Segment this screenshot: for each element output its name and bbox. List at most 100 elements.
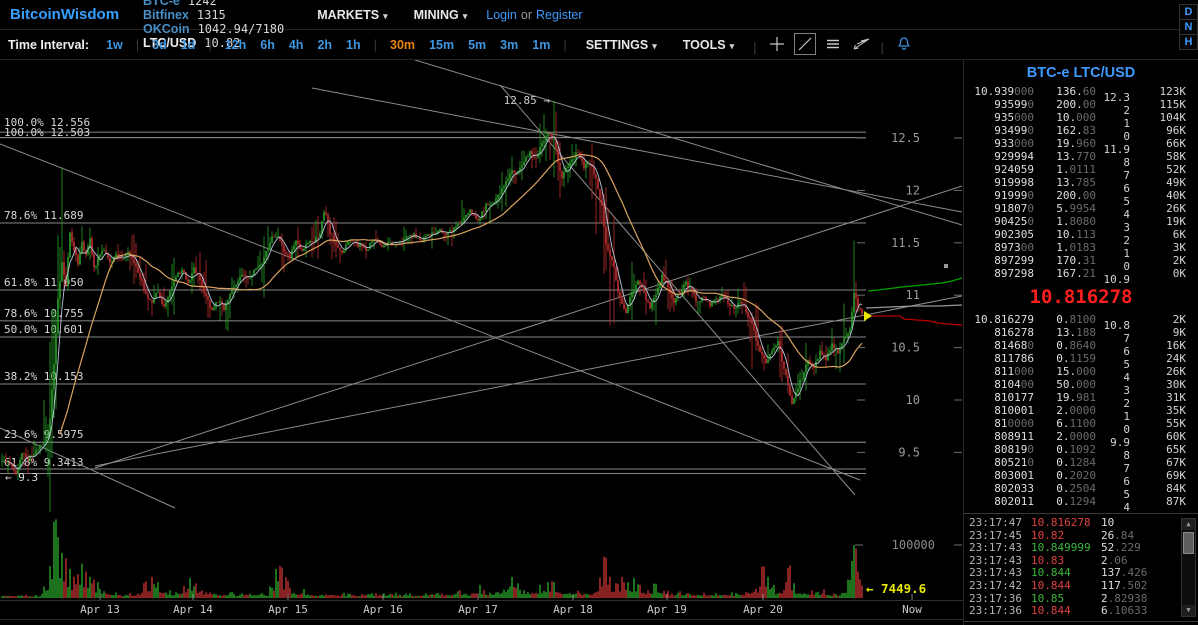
ticker-value: 1315 (196, 7, 226, 22)
depth-scale-label: 3 (1123, 384, 1130, 397)
markets-menu[interactable]: MARKETS ▾ (317, 8, 387, 22)
interval-6h[interactable]: 6h (260, 37, 275, 52)
trades-scrollbar[interactable]: ▲ ▼ (1181, 518, 1196, 617)
interval-1h[interactable]: 1h (346, 37, 361, 52)
trade-time: 23:17:36 (969, 591, 1022, 605)
interval-5m[interactable]: 5m (468, 37, 487, 52)
trade-amount: 26.84 (1101, 528, 1135, 542)
trade-row: 23:17:36 10.85 2.82938 (964, 591, 1198, 606)
horizontal-lines-icon[interactable] (822, 33, 844, 55)
interval-4h[interactable]: 4h (288, 37, 304, 52)
interval-30m[interactable]: 30m (390, 37, 416, 52)
order-price: 897299 (994, 254, 1034, 267)
scroll-up-arrow-icon[interactable]: ▲ (1182, 519, 1195, 530)
depth-scale-label: 11.9 (1103, 143, 1131, 156)
bid-list: 10.816279 0.8100 10.8 2K 816278 13.188 7 9K 8146… (964, 313, 1198, 514)
order-amount: 10.000 (1056, 111, 1096, 124)
depth-scale-label: 10.8 (1103, 319, 1131, 332)
order-price: 10.939000 (974, 85, 1034, 98)
interval-3d[interactable]: 3d (152, 37, 167, 52)
ask-row: 897299 170.31 0 2K (966, 254, 1198, 273)
trend-line[interactable] (311, 87, 963, 213)
fan-lines-icon[interactable] (850, 33, 872, 55)
depth-scale-label: 0 (1123, 423, 1130, 436)
interval-1m[interactable]: 1m (532, 37, 551, 52)
ask-row: 934990 162.83 0 96K (966, 124, 1198, 143)
chevron-down-icon: ▾ (729, 40, 735, 51)
trade-time: 23:17:36 (969, 604, 1022, 618)
chart-label: ← 9.3 (5, 471, 38, 484)
alert-bell-icon[interactable] (893, 33, 915, 55)
register-link[interactable]: Register (536, 7, 583, 22)
ask-row: 933000 19.960 11.9 66K (966, 137, 1198, 156)
cumulative-amount: 35K (1166, 404, 1186, 417)
chevron-down-icon: ▾ (462, 10, 468, 21)
order-price: 918070 (994, 202, 1034, 215)
tools-menu[interactable]: TOOLS ▾ (683, 38, 734, 52)
chart-label: 10.5 (891, 341, 920, 355)
chart-area[interactable]: 100.0% 12.556 100.0% 12.503 78.6% 11.689 61… (0, 60, 964, 625)
order-amount: 2.0000 (1056, 430, 1096, 443)
depth-scale-label: 4 (1123, 371, 1130, 384)
chart-label: 100.0% 12.503 (4, 126, 90, 139)
last-price: 10.816278 (1029, 286, 1133, 308)
bid-row: 802033 0.2504 5 84K (966, 482, 1198, 501)
order-amount: 0.1294 (1056, 495, 1096, 508)
order-amount: 200.00 (1056, 98, 1096, 111)
interval-3m[interactable]: 3m (500, 37, 519, 52)
theme-button-h[interactable]: H (1184, 36, 1193, 48)
site-logo[interactable]: BitcoinWisdom (10, 6, 120, 23)
depth-scale-label: 6 (1123, 345, 1130, 358)
trend-line[interactable] (414, 60, 963, 226)
scrollbar-thumb[interactable] (1183, 532, 1194, 554)
trade-history: 23:17:47 10.816278 10 23:17:45 10.82 26.84 23:… (964, 513, 1198, 622)
chart-label: 12.85 → (504, 94, 551, 107)
crosshair-icon[interactable] (766, 33, 788, 55)
login-link[interactable]: Login (486, 7, 517, 22)
interval-15m[interactable]: 15m (429, 37, 455, 52)
chart-label: 10 (906, 393, 920, 407)
trade-price: 10.844 (1031, 566, 1071, 580)
order-amount: 13.770 (1056, 150, 1096, 163)
chevron-down-icon: ▾ (383, 10, 388, 21)
trend-line[interactable] (94, 185, 963, 469)
order-price: 811000 (994, 365, 1034, 378)
interval-1d[interactable]: 1d (180, 37, 196, 52)
interval-1w[interactable]: 1w (106, 37, 123, 52)
trend-line[interactable] (0, 427, 176, 509)
ask-row: 902305 10.113 2 6K (966, 228, 1198, 247)
trade-price: 10.85 (1031, 591, 1065, 605)
ticker-btc-e[interactable]: BTC-e 1242 (143, 0, 284, 8)
depth-scale-label: 2 (1123, 234, 1130, 247)
interval-2h[interactable]: 2h (317, 37, 333, 52)
ticker-okcoin[interactable]: OKCoin 1042.94/7180 (143, 22, 284, 36)
cumulative-amount: 24K (1166, 352, 1186, 365)
cumulative-amount: 26K (1166, 365, 1186, 378)
scroll-down-arrow-icon[interactable]: ▼ (1182, 605, 1195, 616)
settings-menu-label: SETTINGS (585, 37, 649, 52)
settings-menu[interactable]: SETTINGS ▾ (586, 38, 657, 52)
trendline-icon[interactable] (793, 32, 816, 55)
ticker-ltc-usd[interactable]: LTC/USD 10.82 (143, 36, 284, 50)
cumulative-amount: 52K (1166, 163, 1186, 176)
drawing-tool-icons: | | (747, 32, 918, 57)
interval-12h[interactable]: 12h (224, 37, 247, 52)
depth-scale-label: 5 (1123, 488, 1130, 501)
now-label: Now (902, 603, 922, 616)
mining-menu[interactable]: MINING ▾ (414, 8, 468, 22)
cumulative-amount: 96K (1166, 124, 1186, 137)
trend-line[interactable] (0, 143, 861, 481)
trade-price: 10.844 (1031, 578, 1071, 592)
trend-line[interactable] (499, 84, 856, 496)
theme-button-d[interactable]: D (1180, 5, 1197, 20)
cumulative-amount: 0K (1172, 267, 1186, 280)
order-amount: 1.0183 (1056, 241, 1096, 254)
trend-line[interactable] (94, 295, 963, 467)
order-price: 933000 (994, 137, 1034, 150)
ticker-bitfinex[interactable]: Bitfinex 1315 (143, 8, 284, 22)
ask-row: 929994 13.770 8 58K (966, 150, 1198, 169)
depth-marker-dot (944, 264, 948, 268)
theme-button-n[interactable]: N (1180, 20, 1197, 35)
chart-label: 78.6% 11.689 (4, 209, 83, 222)
